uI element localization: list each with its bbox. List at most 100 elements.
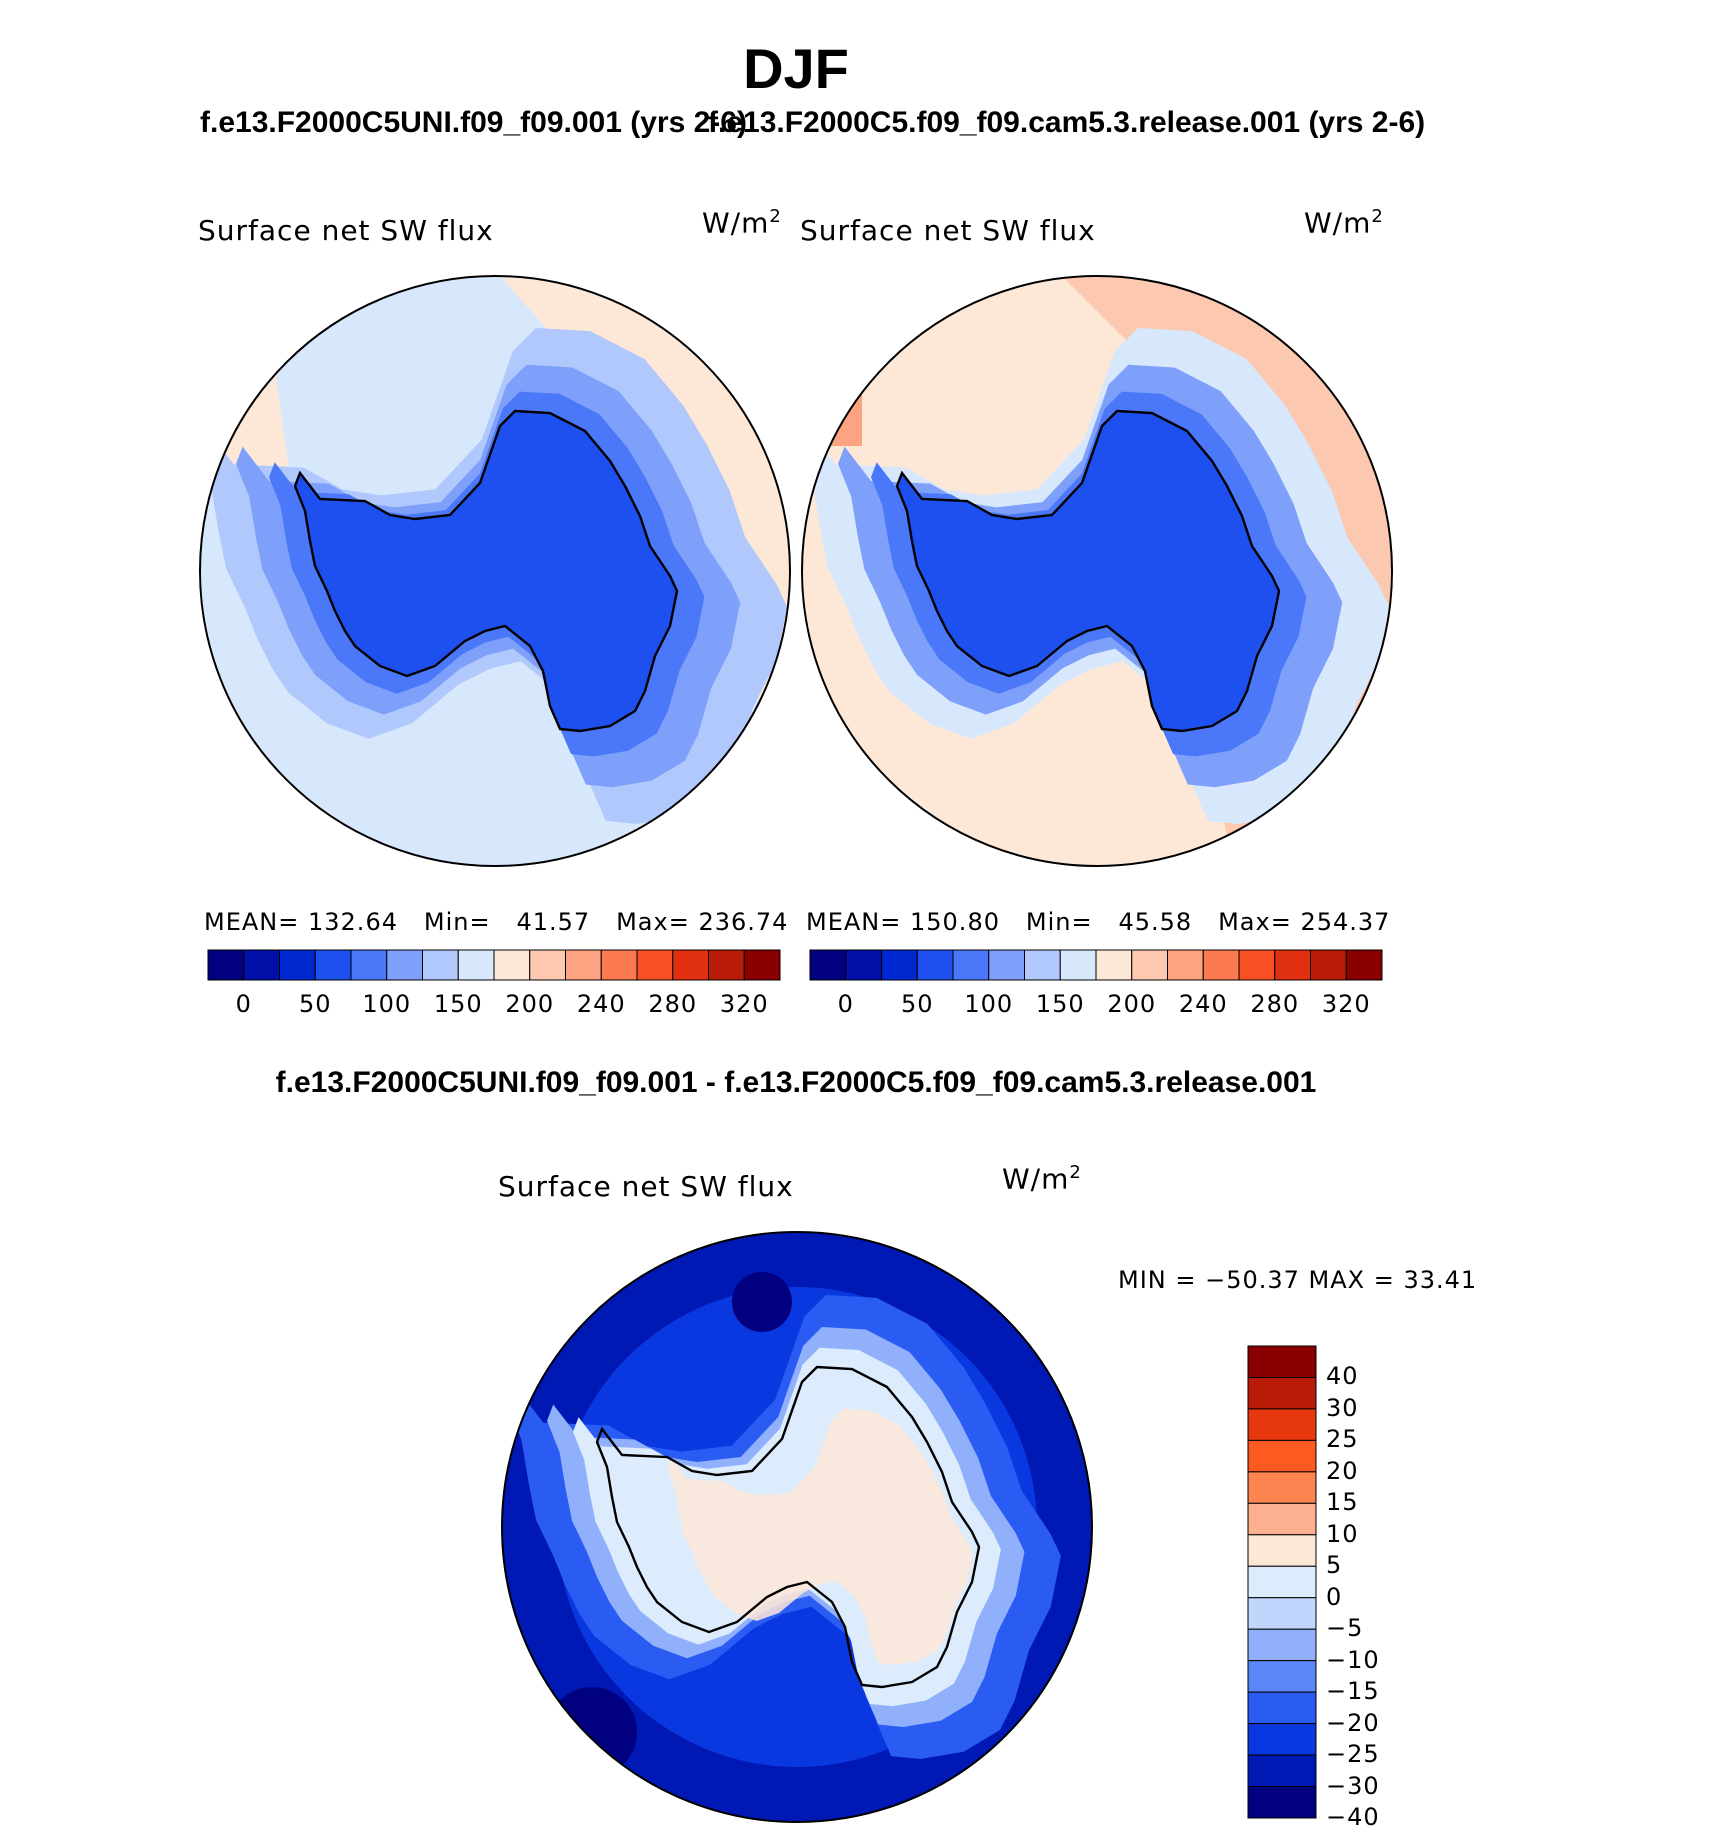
colorbar-box <box>314 949 352 981</box>
colorbar-box <box>386 949 423 981</box>
colorbar-box <box>845 949 882 981</box>
colorbar-box <box>1247 1345 1317 1378</box>
colorbar-box <box>1247 1408 1317 1441</box>
panel-1-colorbar <box>207 949 781 981</box>
colorbar-box <box>1247 1471 1317 1504</box>
colorbar-box <box>1247 1376 1317 1410</box>
colorbar-tick-label: −25 <box>1326 1740 1380 1769</box>
colorbar-box <box>743 949 781 981</box>
colorbar-tick-label: 150 <box>433 990 483 1018</box>
difference-colorbar-ticks: 40 30 25 20 15 10 5 0 −5 −10 −15 −20 −25 −30 −40 <box>1326 1346 1446 1831</box>
map-border <box>199 275 791 867</box>
colorbar-tick-label: 5 <box>1326 1551 1343 1580</box>
colorbar-box <box>881 949 918 981</box>
panel-2-variable-label: Surface net SW flux <box>800 214 1096 247</box>
colorbar-box <box>1247 1723 1317 1756</box>
colorbar-box <box>457 949 495 981</box>
colorbar-box <box>1059 949 1097 981</box>
difference-minmax: MIN = −50.37 MAX = 33.41 <box>1118 1266 1478 1294</box>
colorbar-tick-label: −15 <box>1326 1677 1380 1706</box>
colorbar-tick-label: 0 <box>1326 1582 1343 1611</box>
colorbar-box <box>529 949 566 981</box>
difference-units: W/m2 <box>1002 1162 1082 1196</box>
colorbar-box <box>1247 1597 1317 1630</box>
colorbar-tick-label: 50 <box>298 990 332 1018</box>
panel-2-units: W/m2 <box>1304 206 1384 240</box>
colorbar-box <box>988 949 1025 981</box>
difference-colorbar <box>1247 1345 1317 1819</box>
colorbar-tick-label: 30 <box>1326 1393 1359 1422</box>
colorbar-box <box>1247 1628 1317 1662</box>
map-border <box>801 275 1393 867</box>
colorbar-box <box>1247 1534 1317 1567</box>
colorbar-tick-label: 40 <box>1326 1362 1359 1391</box>
antarctica-coastline <box>293 409 679 733</box>
difference-variable-label: Surface net SW flux <box>498 1170 794 1203</box>
colorbar-box <box>916 949 954 981</box>
colorbar-tick-label: 280 <box>648 990 698 1018</box>
colorbar-tick-label: 15 <box>1326 1488 1359 1517</box>
antarctica-coastline <box>895 409 1281 733</box>
colorbar-tick-label: −20 <box>1326 1708 1380 1737</box>
colorbar-box <box>1247 1691 1317 1725</box>
colorbar-box <box>1310 949 1347 981</box>
colorbar-box <box>1167 949 1204 981</box>
colorbar-box <box>1345 949 1383 981</box>
figure-title: DJF <box>743 37 849 100</box>
difference-polar-map <box>501 1231 1093 1823</box>
colorbar-tick-label: −30 <box>1326 1771 1380 1800</box>
colorbar-tick-label: 150 <box>1035 990 1085 1018</box>
panel-2-colorbar-ticks: 0 50 100 150 200 240 280 320 <box>810 990 1382 1020</box>
colorbar-box <box>565 949 602 981</box>
panel-1-variable-label: Surface net SW flux <box>198 214 494 247</box>
field-warm-interior <box>667 1409 973 1665</box>
colorbar-tick-label: −10 <box>1326 1645 1380 1674</box>
colorbar-box <box>279 949 316 981</box>
colorbar-tick-label: 100 <box>362 990 412 1018</box>
colorbar-box <box>1247 1754 1317 1788</box>
colorbar-tick-label: 320 <box>719 990 769 1018</box>
colorbar-tick-label: −5 <box>1326 1614 1364 1643</box>
colorbar-box <box>1247 1565 1317 1599</box>
colorbar-tick-label: 25 <box>1326 1425 1359 1454</box>
colorbar-tick-label: 20 <box>1326 1456 1359 1485</box>
colorbar-box <box>1247 1786 1317 1819</box>
colorbar-box <box>1202 949 1240 981</box>
colorbar-box <box>809 949 847 981</box>
panel-1-mean-value: 132.64 <box>308 908 398 936</box>
colorbar-tick-label: 200 <box>505 990 555 1018</box>
antarctica-coastline <box>595 1365 981 1689</box>
panel-1-units: W/m2 <box>702 206 782 240</box>
panel-1-case-title: f.e13.F2000C5UNI.f09_f09.001 (yrs 2-6) <box>200 106 747 139</box>
colorbar-tick-label: 50 <box>900 990 934 1018</box>
panel-1-max-value: 236.74 <box>698 908 789 936</box>
colorbar-box <box>708 949 745 981</box>
colorbar-box <box>1247 1502 1317 1536</box>
panel-1-stats: MEAN= 132.64 Min= 41.57 Max= 236.74 <box>204 908 789 936</box>
colorbar-box <box>672 949 709 981</box>
colorbar-tick-label: −40 <box>1326 1803 1380 1831</box>
colorbar-tick-label: 240 <box>576 990 626 1018</box>
panel-1-min-value: 41.57 <box>516 908 591 936</box>
colorbar-tick-label: 280 <box>1250 990 1300 1018</box>
field-minimum <box>732 1272 792 1332</box>
colorbar-box <box>1247 1660 1317 1693</box>
panel-2-colorbar <box>809 949 1383 981</box>
field-ice-sheet <box>295 411 677 731</box>
colorbar-box <box>1095 949 1133 981</box>
panel-2-polar-map <box>801 275 1393 867</box>
field-minimum <box>547 1687 637 1777</box>
field-warm-sector <box>802 356 862 446</box>
panel-2-stats: MEAN= 150.80 Min= 45.58 Max= 254.37 <box>806 908 1391 936</box>
colorbar-tick-label: 100 <box>964 990 1014 1018</box>
colorbar-box <box>1131 949 1168 981</box>
colorbar-box <box>207 949 245 981</box>
colorbar-box <box>1024 949 1061 981</box>
colorbar-box <box>1247 1439 1317 1473</box>
panel-1-colorbar-ticks: 0 50 100 150 200 240 280 320 <box>208 990 780 1020</box>
panel-2-mean-value: 150.80 <box>910 908 1000 936</box>
panel-2-max-value: 254.37 <box>1300 908 1391 936</box>
colorbar-box <box>952 949 990 981</box>
difference-title: f.e13.F2000C5UNI.f09_f09.001 - f.e13.F20… <box>275 1066 1317 1099</box>
panel-1-polar-map <box>199 275 791 867</box>
